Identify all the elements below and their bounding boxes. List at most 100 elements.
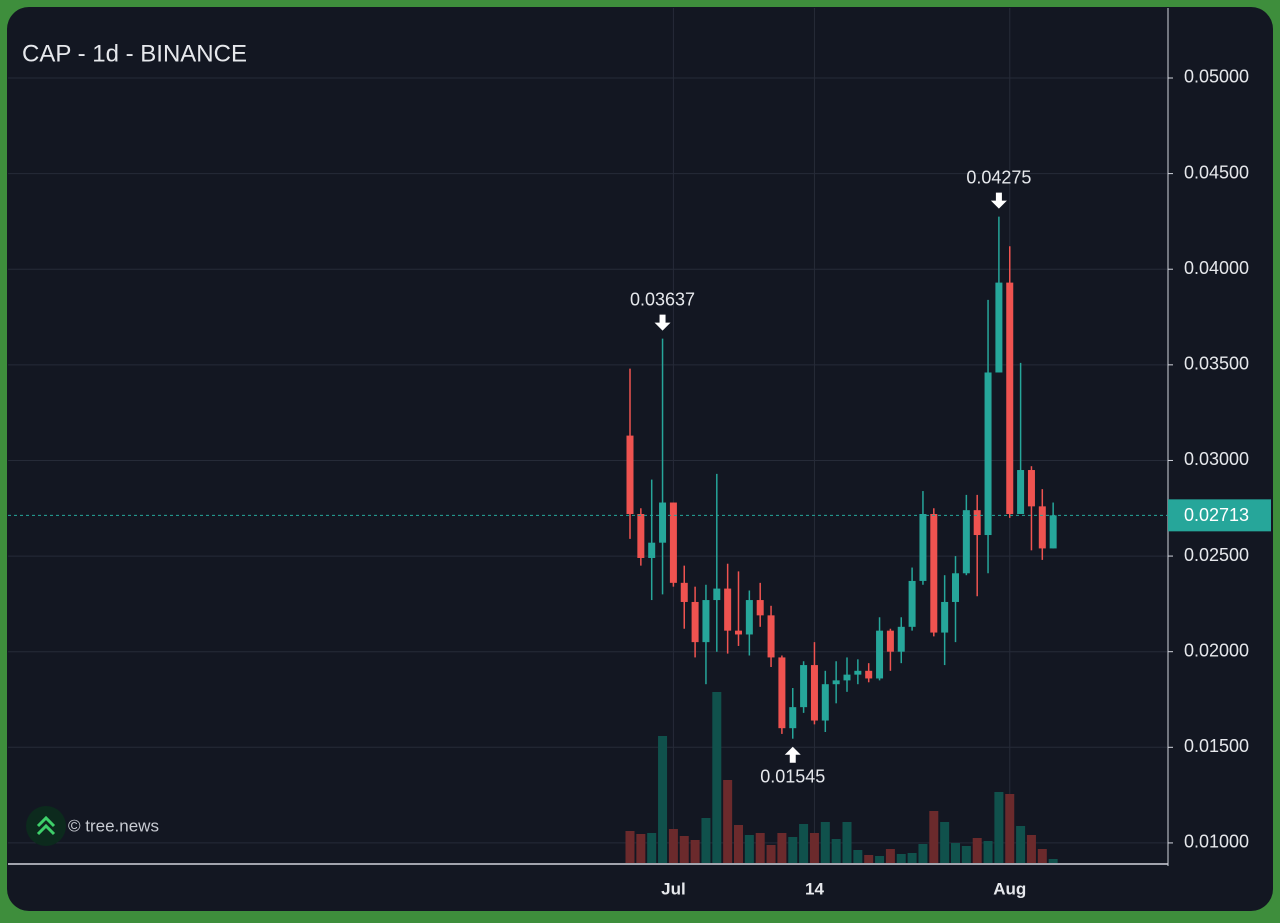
candle-body — [919, 514, 927, 581]
candle-body — [735, 630, 742, 635]
volume-bar — [734, 825, 743, 863]
candles — [626, 216, 1057, 739]
volume-bar — [668, 829, 678, 863]
candle-body — [995, 282, 1003, 373]
y-tick-label: 0.01000 — [1184, 832, 1249, 852]
y-tick-label: 0.04000 — [1184, 258, 1249, 278]
candle-body — [1027, 470, 1035, 507]
candle-body — [648, 542, 656, 558]
annotation-label: 0.01545 — [760, 766, 825, 786]
volume-bar — [636, 834, 646, 863]
volume-bar — [885, 849, 895, 863]
candle-body — [962, 510, 970, 574]
candle-body — [832, 680, 840, 685]
volume-bar — [972, 838, 982, 863]
logo-icon — [36, 815, 56, 836]
candle-body — [821, 684, 829, 721]
volume — [625, 692, 1058, 863]
candle-body — [702, 600, 710, 643]
candle-body — [756, 600, 764, 616]
candle-body — [713, 588, 721, 601]
candle-body — [767, 615, 775, 658]
candle-body — [680, 582, 688, 602]
x-tick-label: Jul — [661, 879, 686, 898]
panel — [7, 7, 1273, 911]
volume-bar — [1037, 849, 1047, 863]
candle-body — [1017, 470, 1025, 515]
volume-bar — [744, 835, 754, 863]
annotation-arrow — [654, 314, 671, 331]
candle-body — [637, 514, 645, 558]
volume-bar — [1048, 859, 1058, 863]
y-tick-label: 0.05000 — [1184, 67, 1249, 87]
candle-body — [941, 601, 949, 633]
candle-body — [843, 674, 851, 681]
volume-bar — [658, 736, 668, 863]
volume-bar — [951, 843, 960, 863]
volume-bar — [766, 845, 776, 863]
candle-body — [897, 626, 905, 652]
volume-bar — [853, 850, 863, 863]
candle-body — [789, 707, 797, 729]
volume-bar — [690, 840, 700, 863]
volume-bar — [701, 818, 711, 863]
volume-bar — [983, 841, 993, 863]
x-tick-label: 14 — [805, 879, 824, 898]
annotation-arrow — [990, 192, 1007, 209]
volume-bar — [831, 839, 841, 863]
volume-bar — [777, 833, 787, 863]
y-tick-label: 0.01500 — [1184, 736, 1249, 756]
y-tick-label: 0.04500 — [1184, 162, 1249, 182]
candle-body — [691, 601, 699, 643]
volume-bar — [788, 837, 798, 863]
annotation-label: 0.03637 — [630, 289, 695, 309]
volume-bar — [755, 833, 765, 863]
candle-body — [724, 588, 732, 631]
candle-body — [669, 502, 677, 583]
volume-bar — [1016, 826, 1026, 863]
volume-bar — [994, 792, 1004, 863]
volume-bar — [907, 853, 917, 863]
candle-body — [854, 670, 862, 675]
candle-body — [800, 665, 808, 708]
candle-body — [1049, 515, 1057, 549]
candle-body — [1006, 282, 1014, 515]
candle-body — [908, 580, 916, 627]
grid — [8, 8, 1168, 863]
volume-bar — [918, 844, 928, 863]
watermark: © tree.news — [68, 816, 159, 835]
annotation-label: 0.04275 — [966, 167, 1031, 187]
y-tick-label: 0.03000 — [1184, 449, 1249, 469]
candle-body — [886, 630, 894, 652]
volume-bar — [929, 811, 939, 863]
candle-body — [865, 670, 873, 679]
logo — [26, 806, 66, 846]
candle-body — [659, 502, 667, 543]
candle-body — [778, 657, 786, 729]
volume-bar — [1026, 835, 1036, 863]
volume-bar — [961, 846, 971, 863]
candle-body — [952, 573, 959, 602]
volume-bar — [1005, 794, 1015, 863]
annotation-arrow — [784, 746, 801, 763]
y-tick-label: 0.02000 — [1184, 640, 1249, 660]
candle-body — [930, 514, 938, 633]
chart-title: CAP - 1d - BINANCE — [22, 40, 247, 67]
candle-body — [745, 600, 753, 635]
candle-body — [973, 510, 981, 536]
candle-body — [810, 665, 818, 721]
volume-bar — [679, 836, 689, 863]
y-tick-label: 0.02500 — [1184, 545, 1249, 565]
y-tick-label: 0.03500 — [1184, 354, 1249, 374]
x-tick-label: Aug — [993, 879, 1026, 898]
volume-bar — [625, 831, 635, 863]
volume-bar — [842, 822, 852, 863]
volume-bar — [940, 822, 950, 863]
volume-bar — [647, 833, 657, 863]
candle-body — [876, 630, 884, 679]
candle-body — [626, 435, 634, 515]
volume-bar — [896, 854, 906, 863]
last-price-box — [1168, 499, 1271, 532]
